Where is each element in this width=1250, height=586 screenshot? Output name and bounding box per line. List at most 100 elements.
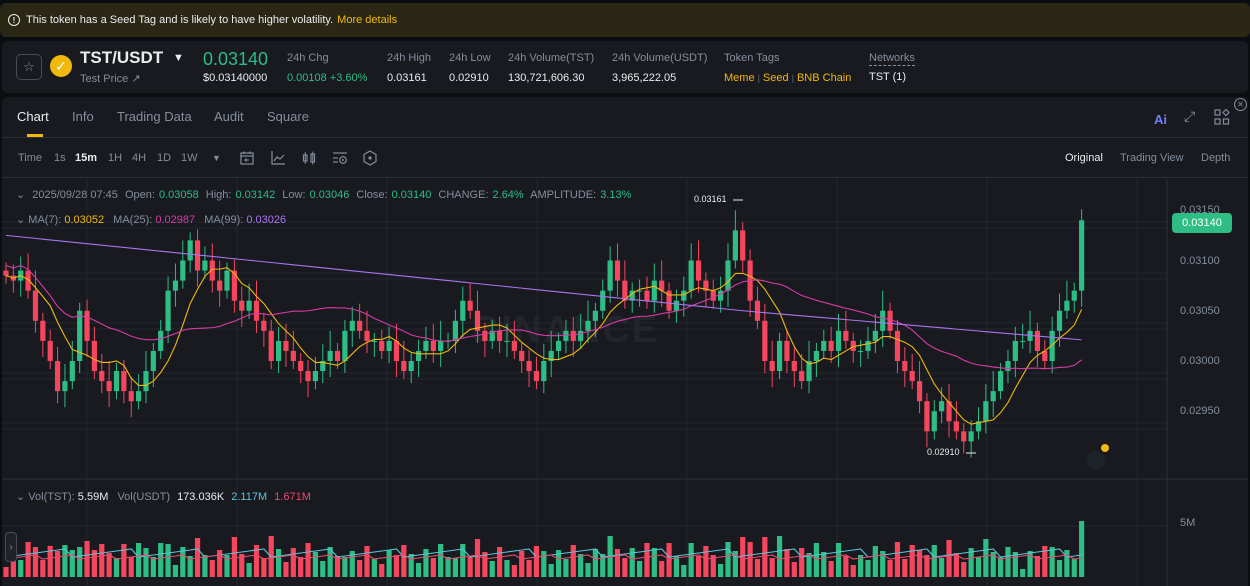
high-value: 0.03142 — [235, 189, 276, 201]
scroll-left-handle[interactable]: › — [5, 532, 17, 562]
banner-text: This token has a Seed Tag and is likely … — [26, 14, 334, 26]
coin-logo-icon: ✓ — [50, 55, 72, 77]
networks-label: Networks — [869, 52, 915, 66]
chart-settings-icon[interactable] — [332, 150, 348, 166]
token-tags-label: Token Tags — [724, 52, 780, 64]
tag-bnb-chain[interactable]: BNB Chain — [796, 72, 852, 84]
seed-tag-warning-banner: ! This token has a Seed Tag and is likel… — [0, 3, 1250, 37]
info-icon: ! — [8, 14, 20, 26]
amplitude-value: 3.13% — [600, 189, 632, 201]
volume-legend: ⌄ Vol(TST): 5.59M Vol(USDT) 173.036K 2.1… — [16, 490, 311, 503]
vol-usdt-value: 173.036K — [177, 491, 225, 503]
low-label: Low: — [282, 189, 306, 201]
chart-tabs: Chart Info Trading Data Audit Square Ai … — [2, 97, 1248, 138]
timeframe-1d[interactable]: 1D — [157, 152, 172, 164]
volume-y-tick: 5M — [1180, 517, 1196, 529]
stat-label: 24h Low — [449, 52, 491, 64]
stat-24h-change: 24h Chg 0.00108 +3.60% — [287, 52, 367, 84]
vol-ma1-value: 2.117M — [231, 491, 268, 503]
stat-24h-volume-tst: 24h Volume(TST) 130,721,606.30 — [508, 52, 594, 84]
stat-label: 24h Volume(TST) — [508, 52, 595, 64]
tab-audit[interactable]: Audit — [214, 109, 244, 124]
close-value: 0.03140 — [391, 189, 432, 201]
timeframe-15m[interactable]: 15m — [75, 152, 98, 164]
ma-legend: ⌄ MA(7): 0.03052 MA(25): 0.02987 MA(99):… — [16, 213, 286, 226]
timeframe-time[interactable]: Time — [18, 152, 43, 164]
timeframe-4h[interactable]: 4H — [132, 152, 147, 164]
stat-value: 0.02910 — [449, 72, 489, 84]
pair-dropdown-caret-icon[interactable]: ▼ — [173, 52, 184, 64]
candlestick-chart[interactable]: BINANCE ⌄ 2025/09/28 07:45 Open: 0.03058 … — [2, 179, 1248, 586]
last-price-usd: $0.03140000 — [203, 72, 268, 84]
ma7-value: 0.03052 — [64, 214, 105, 226]
y-tick: 0.02950 — [1180, 405, 1220, 417]
view-depth[interactable]: Depth — [1201, 152, 1231, 164]
current-price-tag: 0.03140 — [1172, 213, 1232, 233]
stat-value: 0.03161 — [387, 72, 427, 84]
y-tick: 0.03050 — [1180, 305, 1220, 317]
timeframe-1w[interactable]: 1W — [181, 152, 198, 164]
vol-ma2-value: 1.671M — [274, 491, 311, 503]
ai-button[interactable]: Ai — [1154, 112, 1167, 127]
last-price: 0.03140 — [203, 49, 269, 69]
view-trading-view[interactable]: Trading View — [1120, 152, 1184, 164]
change-value: 2.64% — [492, 189, 524, 201]
token-tags: Token Tags Meme | Seed | BNB Chain — [724, 52, 852, 84]
hexagon-settings-icon[interactable] — [362, 150, 378, 166]
tab-trading-data[interactable]: Trading Data — [117, 109, 192, 124]
low-marker: 0.02910 — [927, 447, 960, 457]
view-original[interactable]: Original — [1065, 152, 1103, 164]
timeframe-1s[interactable]: 1s — [54, 152, 66, 164]
star-icon: ☆ — [23, 59, 35, 74]
active-tab-indicator — [27, 134, 43, 137]
more-timeframes-caret-icon[interactable]: ▼ — [212, 153, 221, 163]
expand-icon[interactable]: ⤢ — [1184, 108, 1196, 124]
stat-value: 3,965,222.05 — [612, 72, 677, 84]
stat-24h-volume-usdt: 24h Volume(USDT) 3,965,222.05 — [612, 52, 707, 84]
chart-panel: Chart Info Trading Data Audit Square Ai … — [2, 97, 1248, 586]
close-label: Close: — [356, 189, 388, 201]
high-label: High: — [205, 189, 232, 201]
tab-info[interactable]: Info — [72, 109, 94, 124]
layout-grid-icon[interactable] — [1214, 109, 1230, 125]
low-value: 0.03046 — [309, 189, 350, 201]
floating-widget-button[interactable] — [1087, 451, 1105, 469]
open-value: 0.03058 — [158, 189, 199, 201]
amplitude-label: AMPLITUDE: — [530, 189, 597, 201]
tab-chart[interactable]: Chart — [17, 109, 49, 124]
vol-tst-value: 5.59M — [77, 491, 109, 503]
candle-type-icon[interactable] — [301, 150, 317, 166]
chart-canvas[interactable] — [2, 179, 1248, 586]
change-label: CHANGE: — [438, 189, 489, 201]
tab-square[interactable]: Square — [267, 109, 309, 124]
more-details-link[interactable]: More details — [337, 14, 398, 26]
ma7-label: MA(7): — [28, 214, 62, 226]
ohlc-datetime: 2025/09/28 07:45 — [32, 189, 118, 201]
stat-24h-low: 24h Low 0.02910 — [449, 52, 491, 84]
vol-tst-label: Vol(TST): — [28, 491, 75, 503]
chart-toolbar: Time 1s 15m 1H 4H 1D 1W ▼ — [2, 138, 1248, 178]
pair-name[interactable]: TST/USDT — [80, 48, 164, 67]
test-price-link[interactable]: Test Price ↗ — [80, 73, 141, 85]
collapse-chevron-icon[interactable]: ⌄ — [16, 214, 26, 226]
networks[interactable]: Networks TST (1) — [869, 52, 915, 83]
indicators-icon[interactable] — [270, 150, 286, 166]
networks-value: TST (1) — [869, 71, 907, 83]
stat-label: 24h High — [387, 52, 432, 64]
timeframe-1h[interactable]: 1H — [108, 152, 123, 164]
tag-meme[interactable]: Meme — [724, 72, 755, 84]
ticker-header: ☆ ✓ TST/USDT ▼ Test Price ↗ 0.03140 $0.0… — [2, 41, 1248, 93]
open-label: Open: — [124, 189, 155, 201]
tag-seed[interactable]: Seed — [762, 72, 789, 84]
ma99-value: 0.03026 — [246, 214, 287, 226]
stat-label: 24h Chg — [287, 52, 329, 64]
collapse-chevron-icon[interactable]: ⌄ — [16, 491, 26, 503]
close-icon[interactable]: ✕ — [1234, 98, 1247, 111]
favorite-star-button[interactable]: ☆ — [16, 54, 42, 80]
high-marker: 0.03161 — [694, 194, 727, 204]
y-tick: 0.03100 — [1180, 255, 1220, 267]
date-range-icon[interactable] — [239, 150, 255, 166]
stat-24h-high: 24h High 0.03161 — [387, 52, 431, 84]
stat-value: 0.00108 +3.60% — [287, 72, 368, 84]
collapse-chevron-icon[interactable]: ⌄ — [16, 189, 26, 201]
